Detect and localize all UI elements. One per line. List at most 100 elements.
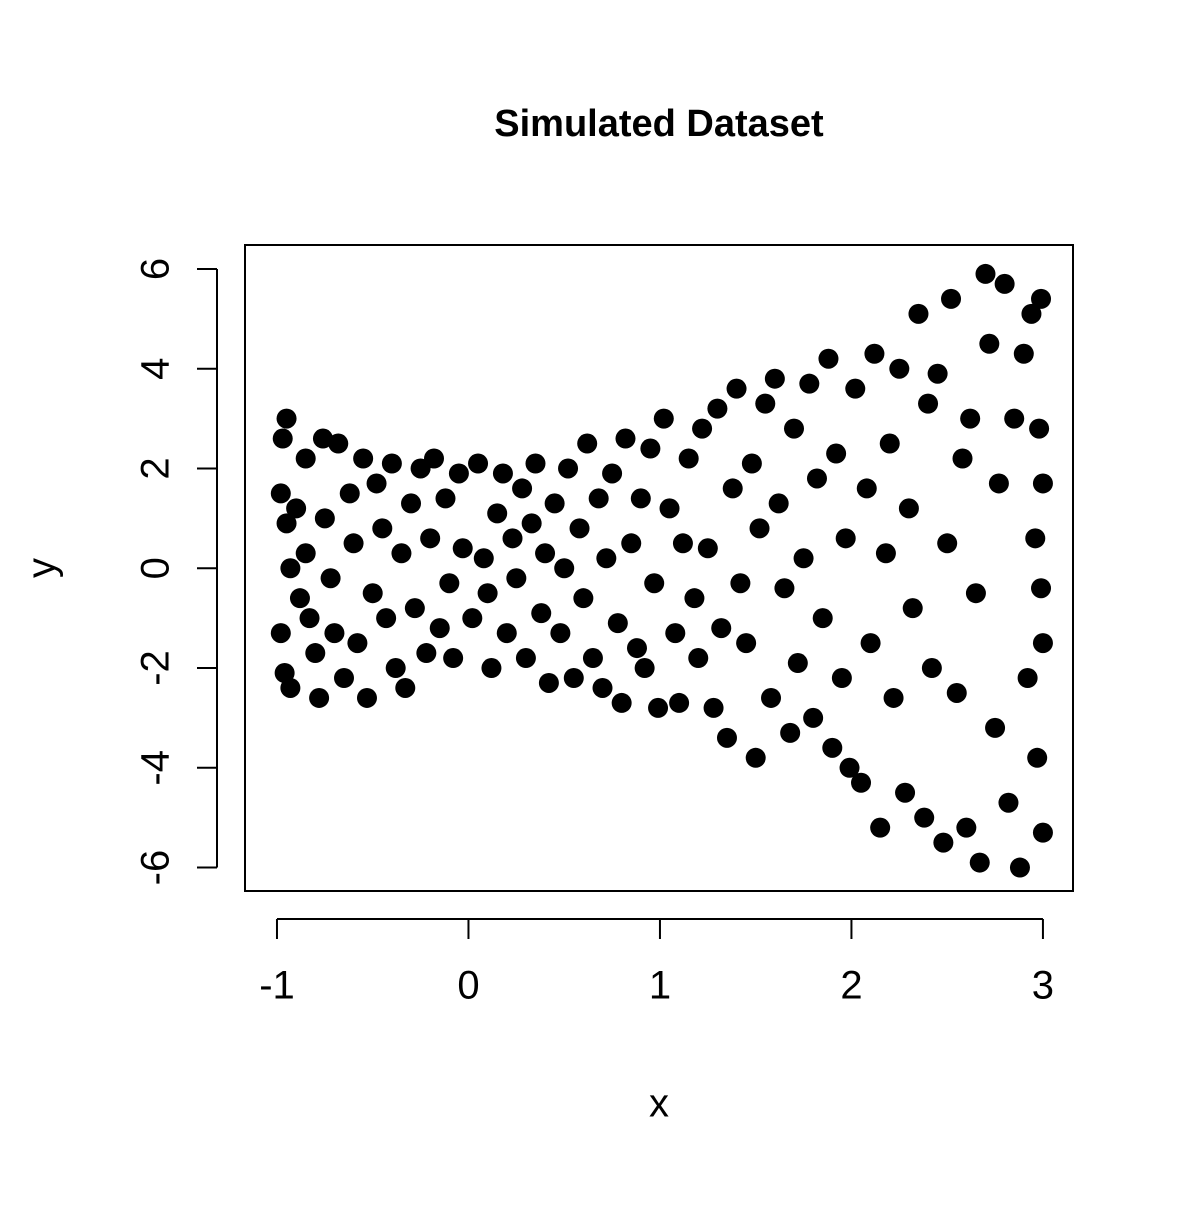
point <box>774 578 795 599</box>
point <box>1013 343 1034 364</box>
point <box>933 832 954 853</box>
point <box>864 343 885 364</box>
point <box>870 817 891 838</box>
y-tick-label: 2 <box>134 457 178 479</box>
point <box>343 533 364 554</box>
point <box>372 518 393 539</box>
point <box>611 692 632 713</box>
point <box>822 737 843 758</box>
point <box>563 667 584 688</box>
point <box>634 658 655 679</box>
point <box>659 498 680 519</box>
plot-frame <box>244 244 1074 892</box>
point <box>845 378 866 399</box>
point <box>692 418 713 439</box>
point <box>1032 473 1053 494</box>
y-tick-label: 6 <box>134 258 178 280</box>
point <box>902 598 923 619</box>
y-axis-label: y <box>20 558 64 578</box>
point <box>1017 667 1038 688</box>
point <box>626 638 647 659</box>
point <box>276 513 297 534</box>
point <box>477 583 498 604</box>
point <box>621 533 642 554</box>
point <box>851 772 872 793</box>
point <box>994 273 1015 294</box>
point <box>272 428 293 449</box>
point <box>979 333 1000 354</box>
point <box>768 493 789 514</box>
point <box>726 378 747 399</box>
point <box>648 697 669 718</box>
point <box>1032 633 1053 654</box>
point <box>998 792 1019 813</box>
point <box>515 648 536 669</box>
point <box>588 488 609 509</box>
point <box>761 687 782 708</box>
point <box>401 493 422 514</box>
point <box>391 543 412 564</box>
y-tick-label: 4 <box>134 358 178 380</box>
point <box>745 747 766 768</box>
point <box>703 697 724 718</box>
point <box>856 478 877 499</box>
point <box>640 438 661 459</box>
point <box>314 508 335 529</box>
point <box>550 623 571 644</box>
point <box>592 677 613 698</box>
point <box>299 608 320 629</box>
point <box>780 722 801 743</box>
point <box>918 393 939 414</box>
point <box>895 782 916 803</box>
point <box>328 433 349 454</box>
point <box>697 538 718 559</box>
point <box>439 573 460 594</box>
point <box>502 528 523 549</box>
point <box>812 608 833 629</box>
point <box>946 682 967 703</box>
chart-title: Simulated Dataset <box>494 103 824 145</box>
point <box>276 408 297 429</box>
point <box>366 473 387 494</box>
point <box>395 677 416 698</box>
point <box>538 672 559 693</box>
point <box>1004 408 1025 429</box>
point <box>353 448 374 469</box>
point <box>607 613 628 634</box>
point <box>544 493 565 514</box>
x-tick-label: 0 <box>457 964 479 1008</box>
point <box>736 633 757 654</box>
point <box>452 538 473 559</box>
point <box>839 757 860 778</box>
point <box>468 453 489 474</box>
y-tick-label: -2 <box>134 650 178 686</box>
point <box>280 677 301 698</box>
point <box>512 478 533 499</box>
point <box>741 453 762 474</box>
point <box>270 623 291 644</box>
point <box>487 503 508 524</box>
point <box>914 807 935 828</box>
point <box>793 548 814 569</box>
point <box>521 513 542 534</box>
point <box>941 288 962 309</box>
point <box>573 588 594 609</box>
point <box>334 667 354 688</box>
point <box>988 473 1009 494</box>
point <box>481 658 502 679</box>
point <box>985 717 1006 738</box>
point <box>889 358 910 379</box>
point <box>1021 303 1042 324</box>
point <box>672 533 693 554</box>
point <box>577 433 598 454</box>
point <box>722 478 743 499</box>
point <box>312 428 333 449</box>
point <box>462 608 483 629</box>
point <box>688 648 709 669</box>
point <box>1009 857 1030 878</box>
y-tick-label: -6 <box>134 850 178 886</box>
point <box>749 518 770 539</box>
point <box>711 618 732 639</box>
point <box>1032 822 1053 843</box>
